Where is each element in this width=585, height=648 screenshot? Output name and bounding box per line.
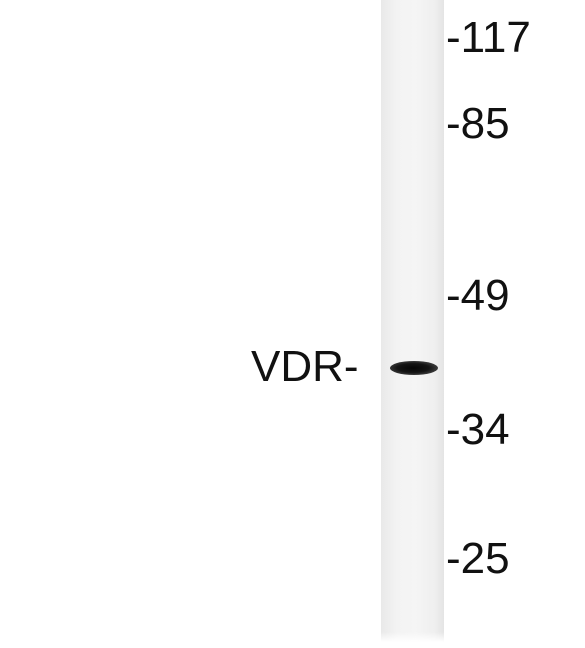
vdr-band (390, 361, 438, 375)
marker-label-34: -34 (446, 405, 510, 454)
marker-label-49: -49 (446, 271, 510, 320)
lane-bottom-fade (381, 632, 444, 642)
protein-label: VDR- (251, 342, 359, 391)
marker-label-117: -117 (446, 13, 531, 62)
marker-label-85: -85 (446, 99, 510, 148)
marker-label-25: -25 (446, 534, 510, 583)
blot-lane (381, 0, 444, 642)
